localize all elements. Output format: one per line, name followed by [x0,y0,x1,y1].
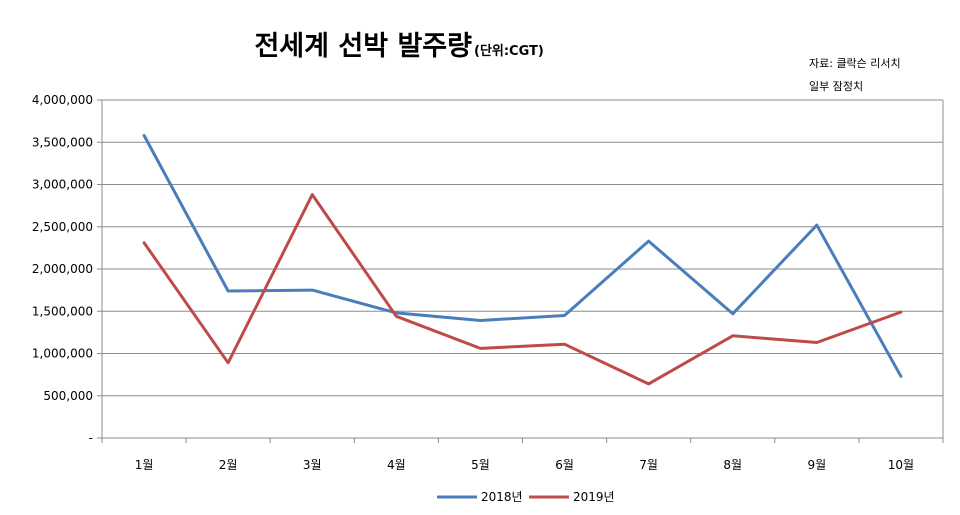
series-lines [142,134,903,386]
y-tick-label: - [89,431,93,445]
x-tick-label: 10월 [888,458,914,472]
y-tick-label: 2,500,000 [32,220,93,234]
x-tick-label: 7월 [639,458,658,472]
x-tick-label: 2월 [219,458,238,472]
x-tick-label: 3월 [303,458,322,472]
y-tick-label: 3,500,000 [32,135,93,149]
legend: 2018년 2019년 [437,490,615,504]
x-tick-label: 9월 [808,458,827,472]
legend-label-1: 2018년 [481,490,523,504]
y-tick-label: 1,500,000 [32,304,93,318]
y-axis: - 500,000 1,000,000 1,500,000 2,000,000 2,500… [32,93,944,445]
x-tick-label: 6월 [555,458,574,472]
chart-title-unit: (단위:CGT) [474,43,544,59]
y-tick-label: 4,000,000 [32,93,93,107]
legend-label-2: 2019년 [573,490,615,504]
x-tick-label: 5월 [471,458,490,472]
y-tick-label: 2,000,000 [32,262,93,276]
source-note: 자료: 클락슨 리서치 [809,57,901,70]
series-line-1 [142,134,903,378]
gridlines [102,99,943,439]
chart-title: 전세계 선박 발주량 [254,31,472,62]
x-axis: 1월 2월 3월 4월 5월 6월 7월 8월 9월 10월 [101,437,944,472]
x-tick-label: 4월 [387,458,406,472]
y-tick-label: 500,000 [43,389,93,403]
x-tick-label: 8월 [723,458,742,472]
x-tick-label: 1월 [135,458,154,472]
series-line-2 [142,193,903,386]
provisional-note: 일부 잠정치 [809,79,863,93]
y-tick-label: 3,000,000 [32,178,93,192]
y-tick-label: 1,000,000 [32,347,93,361]
